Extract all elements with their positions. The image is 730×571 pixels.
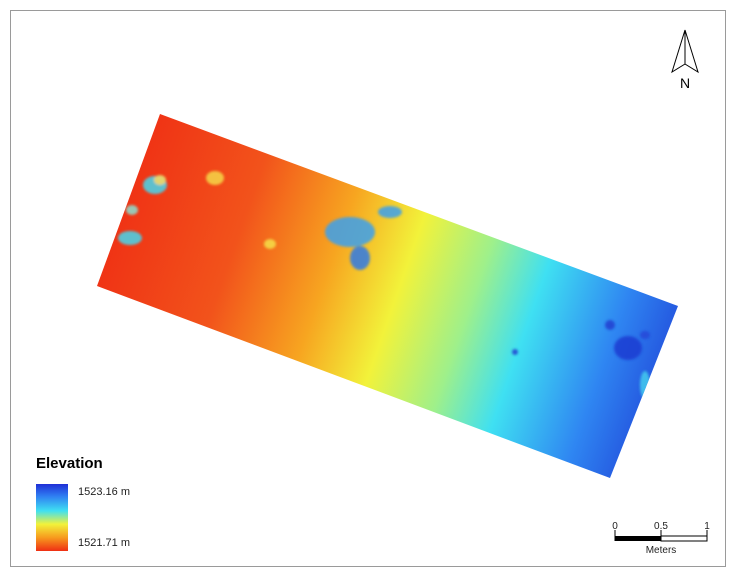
scale-tick-1: 1: [704, 521, 710, 532]
legend-min-label: 1521.71 m: [78, 537, 130, 549]
legend-title: Elevation: [36, 455, 103, 472]
north-label: N: [680, 75, 691, 91]
legend-color-ramp: [36, 484, 68, 551]
elevation-raster: [97, 114, 678, 478]
scale-tick-0: 0: [612, 521, 618, 532]
scale-unit-label: Meters: [645, 545, 677, 556]
north-arrow-icon: [671, 29, 699, 74]
legend-max-label: 1523.16 m: [78, 486, 130, 498]
scale-tick-half: 0.5: [654, 521, 668, 532]
scale-bar: [614, 530, 708, 542]
